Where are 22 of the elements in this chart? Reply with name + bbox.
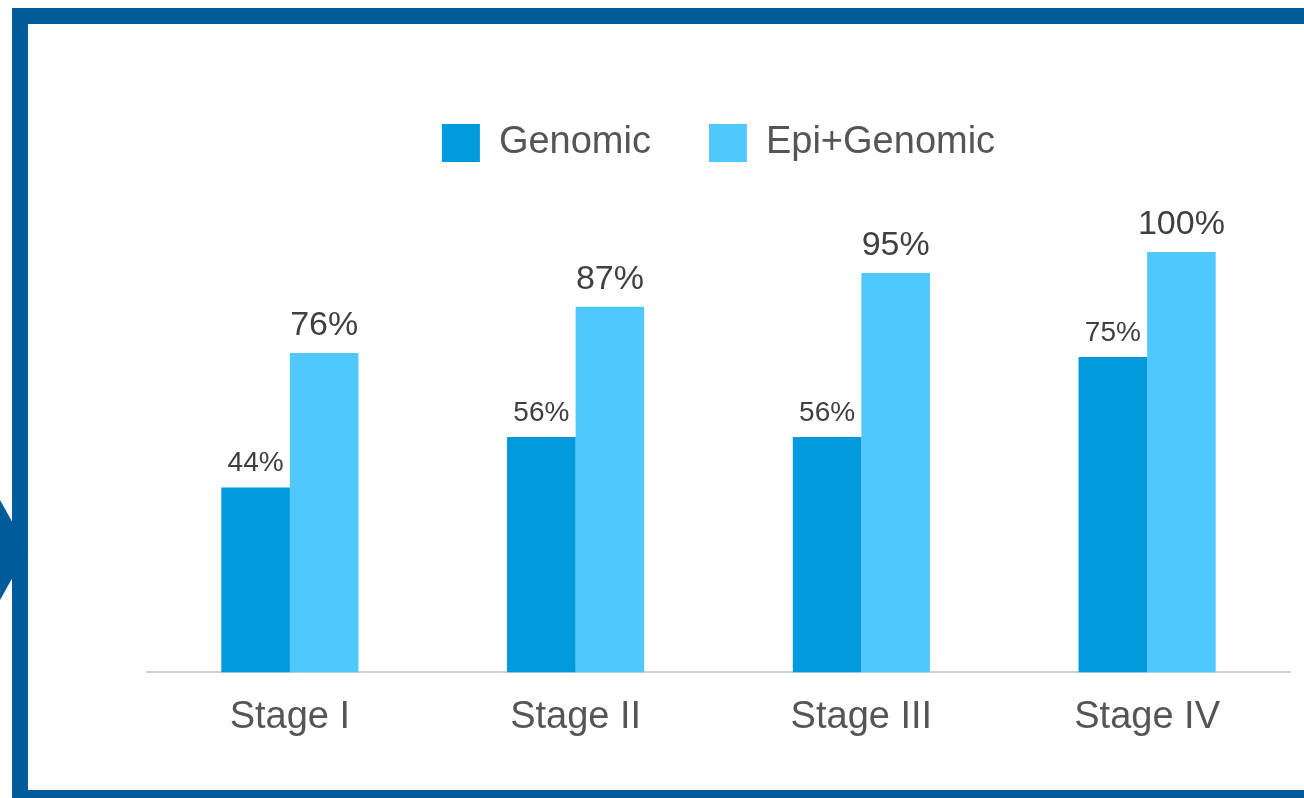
data-label: 87% [575,258,644,297]
data-label: 100% [1137,203,1225,242]
data-label: 95% [861,224,930,263]
bar [1147,252,1216,673]
data-label: 56% [513,395,570,427]
bar [792,436,862,673]
bar [575,306,645,673]
x-tick-label: Stage III [790,693,933,736]
bar [221,487,290,673]
data-label: 76% [290,304,359,343]
bar [507,436,576,673]
bar [1078,357,1148,673]
data-label: 75% [1084,315,1141,347]
legend-label: Genomic [498,119,651,162]
x-tick-label: Stage II [510,693,642,736]
bar [861,273,930,673]
x-tick-label: Stage I [229,693,351,736]
bar [289,352,359,673]
x-tick-label: Stage IV [1074,693,1221,736]
data-label: 44% [227,446,284,478]
legend-label: Epi+Genomic [765,119,996,162]
data-label: 56% [799,395,856,427]
